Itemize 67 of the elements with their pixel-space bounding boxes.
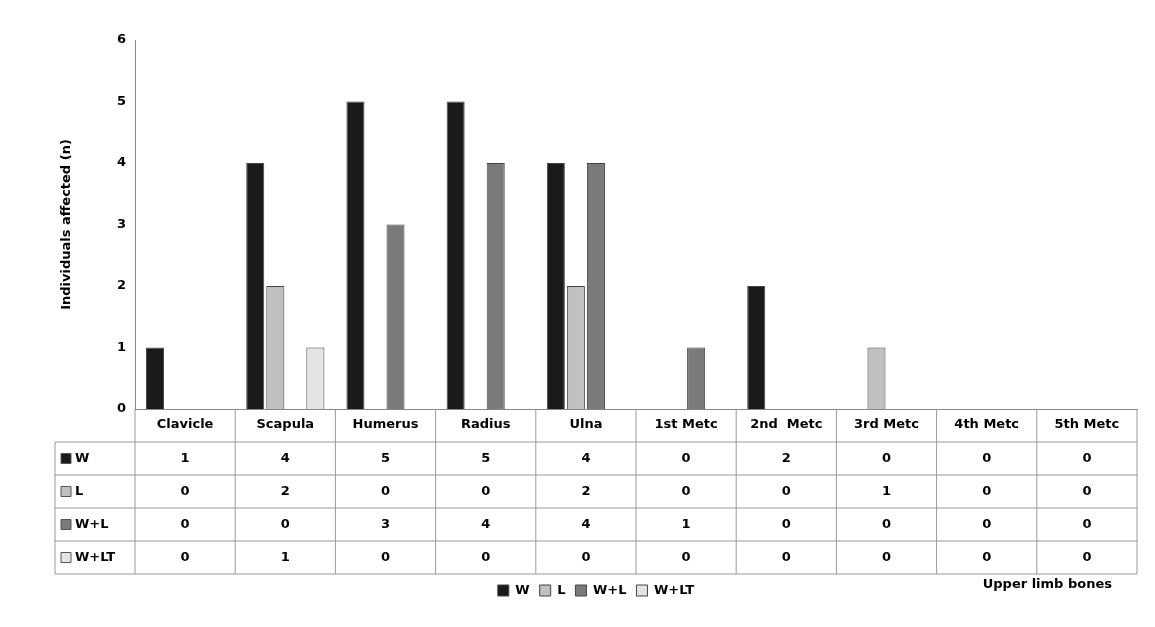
y-tick-label: 1 — [116, 338, 126, 354]
x-tick-label: 2nd Metc — [750, 416, 823, 432]
y-axis-title: Individuals affected (n) — [58, 139, 74, 310]
text: Upper limb bones — [982, 576, 1113, 592]
data-label: 0 — [982, 449, 992, 465]
y-tick-label: 6 — [116, 31, 126, 47]
legend-label: W+L — [592, 581, 627, 597]
data-label: 0 — [481, 548, 491, 564]
data-label: 0 — [380, 482, 391, 498]
data-label: 0 — [781, 515, 791, 531]
text: L — [75, 482, 84, 498]
data-label: 2 — [280, 482, 290, 498]
data-label: 0 — [581, 548, 591, 564]
data-label: 0 — [280, 515, 290, 531]
data-label: 0 — [982, 548, 992, 564]
data-label: 1 — [180, 449, 190, 465]
data-label: 0 — [881, 548, 892, 564]
x-tick-label: 4th Metc — [954, 416, 1020, 432]
data-label: 0 — [180, 548, 190, 564]
data-label: 3 — [380, 515, 391, 531]
data-label: 0 — [180, 482, 190, 498]
data-label: 0 — [180, 515, 190, 531]
data-label: 1 — [681, 515, 691, 531]
data-label: 5 — [481, 449, 491, 465]
x-tick-label: Scapula — [256, 416, 315, 432]
x-tick-label: Radius — [460, 416, 511, 432]
data-label: 1 — [881, 482, 892, 498]
data-label: 0 — [781, 482, 791, 498]
data-label: 4 — [481, 515, 491, 531]
x-tick-label: 3rd Metc — [854, 416, 919, 432]
x-tick-label: Ulna — [569, 416, 603, 432]
y-tick-label: 0 — [116, 400, 126, 416]
data-label: 4 — [581, 449, 591, 465]
y-tick-label: 5 — [116, 92, 126, 108]
x-tick-label: Humerus — [352, 416, 419, 432]
data-label: 4 — [581, 515, 591, 531]
data-label: 0 — [681, 548, 691, 564]
legend-label: W+LT — [75, 548, 116, 564]
y-tick-label: 3 — [116, 215, 126, 231]
data-label: 1 — [280, 548, 290, 564]
x-tick-label: 5th Metc — [1054, 416, 1120, 432]
text: W+LT — [653, 581, 695, 597]
data-label: 2 — [781, 449, 791, 465]
legend-label: L — [557, 581, 566, 597]
data-label: 0 — [1082, 449, 1092, 465]
data-label: 4 — [280, 449, 290, 465]
data-label: 0 — [1082, 482, 1092, 498]
y-tick-label: 4 — [116, 154, 126, 170]
data-label: 0 — [982, 482, 992, 498]
data-label: 0 — [781, 548, 791, 564]
data-label: 0 — [982, 515, 992, 531]
x-tick-label: Clavicle — [156, 416, 214, 432]
text: W — [515, 581, 530, 597]
data-label: 0 — [481, 482, 491, 498]
data-label: 2 — [581, 482, 591, 498]
text: W+L — [75, 515, 109, 531]
data-label: 5 — [380, 449, 391, 465]
data-label: 0 — [681, 449, 691, 465]
legend-label: W — [75, 449, 90, 465]
data-label: 0 — [380, 548, 391, 564]
data-label: 0 — [881, 449, 892, 465]
y-tick-label: 2 — [116, 277, 126, 293]
data-label: 0 — [1082, 515, 1092, 531]
x-tick-label: 1st Metc — [654, 416, 718, 432]
data-label: 0 — [1082, 548, 1092, 564]
data-label: 0 — [881, 515, 892, 531]
data-label: 0 — [681, 482, 691, 498]
